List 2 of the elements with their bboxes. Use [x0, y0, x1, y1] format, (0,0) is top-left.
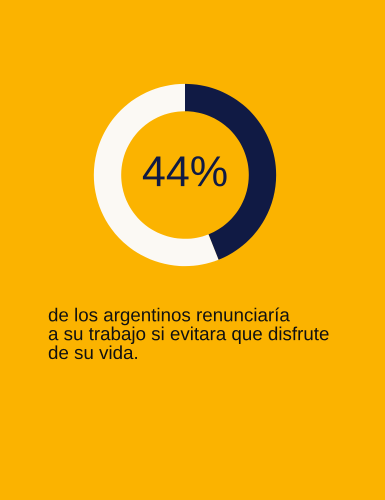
- data-label: 44%: [142, 156, 227, 186]
- text: de los argentinos renunciaría a su trabajo si evitara que disfrute de su vida.: [48, 308, 329, 360]
